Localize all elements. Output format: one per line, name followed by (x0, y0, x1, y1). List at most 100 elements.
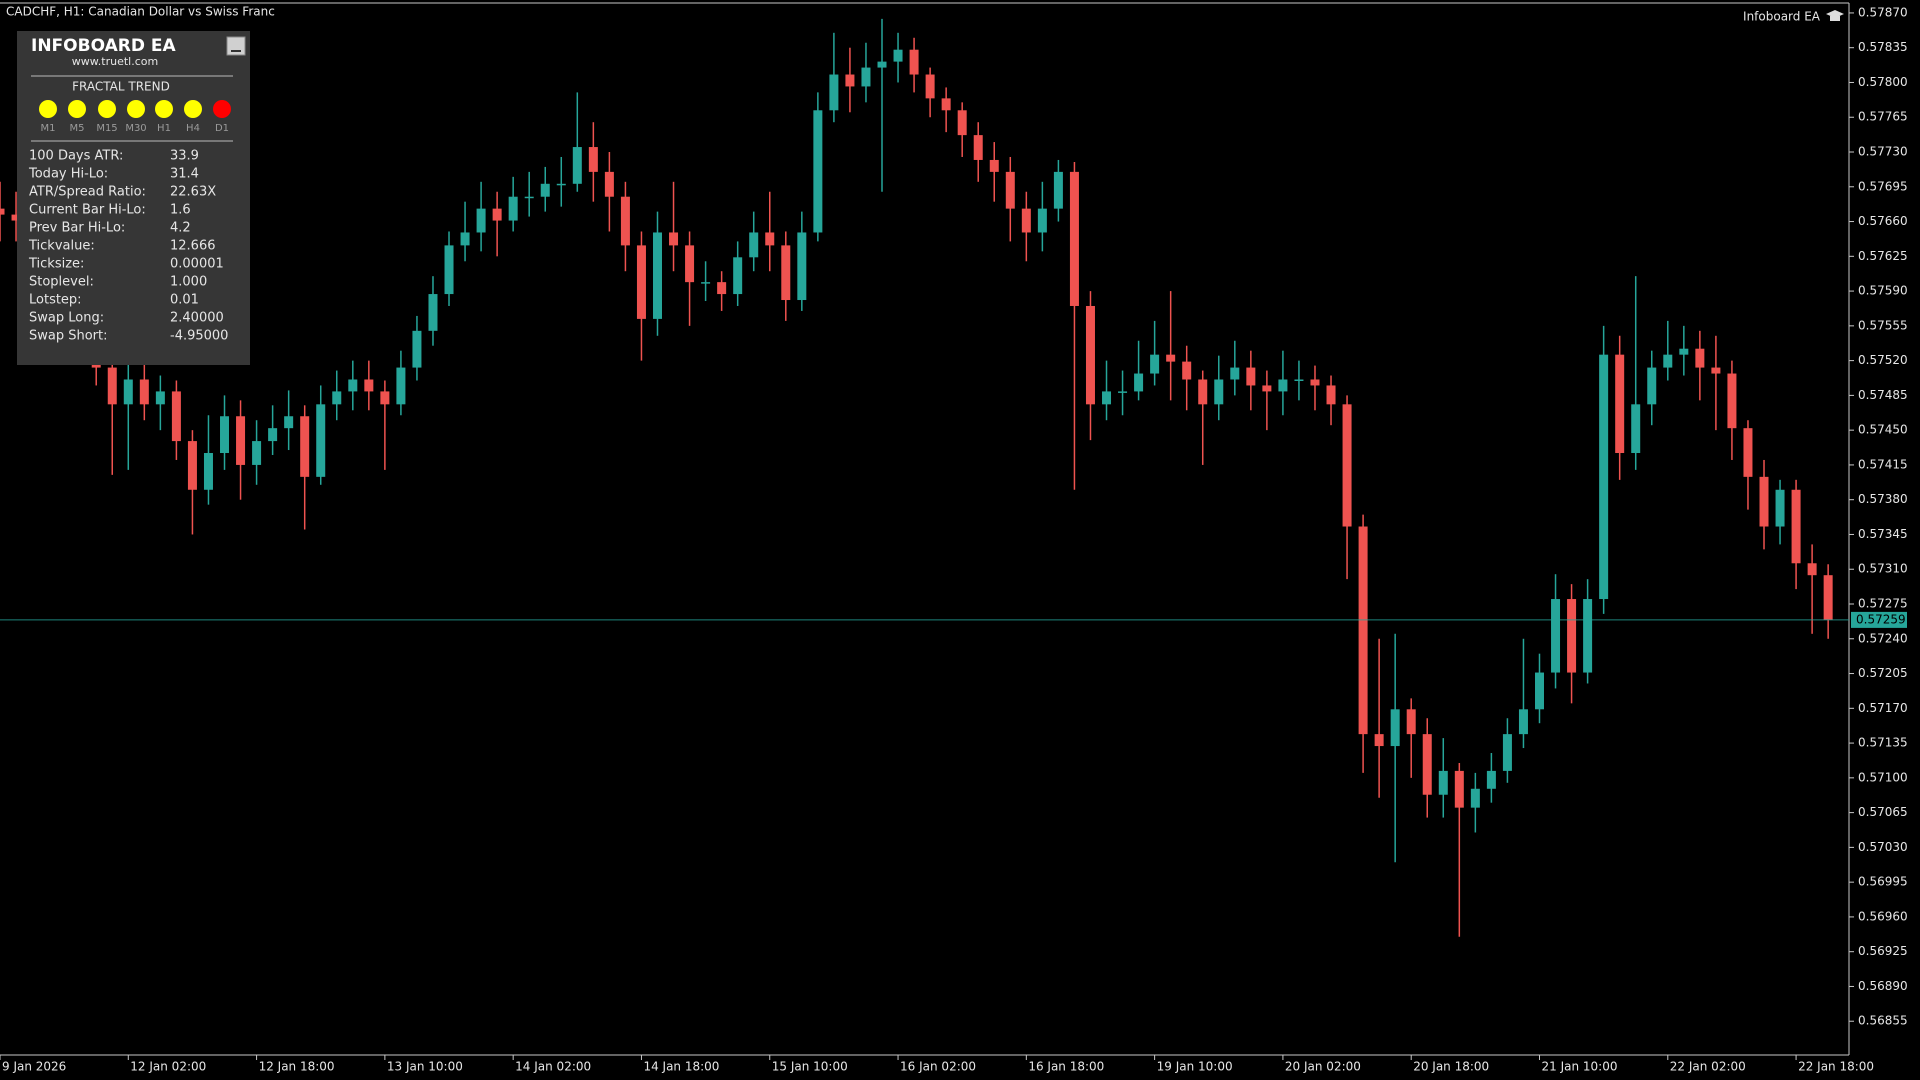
candle-body (236, 416, 246, 465)
indicator-label: Infoboard EA (1743, 10, 1821, 24)
info-value: 2.40000 (170, 311, 224, 326)
minimize-button[interactable] (226, 36, 246, 56)
candle-body (1567, 599, 1577, 673)
x-tick-label: 14 Jan 18:00 (643, 1060, 719, 1074)
info-label: Current Bar Hi-Lo: (29, 203, 146, 218)
y-tick-label: 0.57870 (1858, 5, 1908, 19)
candle-body (1342, 404, 1352, 527)
y-tick-label: 0.57100 (1858, 770, 1908, 784)
candle-body (139, 379, 149, 405)
info-value: 22.63X (170, 185, 216, 200)
candle-body (941, 98, 951, 111)
candle-body (1775, 489, 1785, 527)
x-tick-label: 19 Jan 10:00 (1157, 1060, 1233, 1074)
candle-body (1743, 428, 1753, 477)
candle-body (1615, 354, 1625, 454)
y-tick-label: 0.57310 (1858, 562, 1908, 576)
info-value: 0.00001 (170, 257, 224, 272)
info-label: Lotstep: (29, 293, 82, 308)
candle-body (556, 183, 566, 186)
info-value: 4.2 (170, 221, 191, 236)
candle-body (107, 367, 117, 405)
candle-body (11, 214, 21, 221)
candle-body (1695, 348, 1705, 368)
x-tick-label: 9 Jan 2026 (2, 1060, 66, 1074)
candle-body (1358, 526, 1368, 735)
y-tick-label: 0.56995 (1858, 875, 1908, 889)
trend-dot (98, 100, 116, 118)
x-tick-label: 13 Jan 10:00 (387, 1060, 463, 1074)
candle-body (685, 245, 695, 283)
trend-timeframe: H4 (186, 123, 200, 134)
x-tick-label: 20 Jan 02:00 (1285, 1060, 1361, 1074)
y-tick-label: 0.57835 (1858, 40, 1908, 54)
candle-body (460, 232, 470, 246)
candle-body (252, 441, 262, 465)
info-value: 0.01 (170, 293, 199, 308)
candle-body (508, 196, 518, 221)
candles (0, 18, 1833, 937)
candle-body (1166, 354, 1176, 362)
trend-dot (127, 100, 145, 118)
candle-body (620, 196, 630, 246)
candle-body (1551, 599, 1561, 673)
candle-body (1631, 404, 1641, 454)
candle-body (829, 74, 839, 111)
candle-body (588, 147, 598, 172)
candle-body (364, 379, 374, 392)
candle-body (1037, 208, 1047, 233)
y-tick-label: 0.57345 (1858, 527, 1908, 541)
candle-body (909, 49, 919, 75)
candle-body (1534, 672, 1544, 710)
candle-body (701, 282, 711, 284)
info-value: 33.9 (170, 149, 199, 164)
candle-body (652, 232, 662, 319)
candle-body (1438, 770, 1448, 795)
candle-body (636, 245, 646, 319)
bid-label-box (1851, 611, 1907, 628)
info-value: 12.666 (170, 239, 216, 254)
candle-body (1727, 373, 1737, 429)
candle-body (524, 196, 534, 199)
y-tick-label: 0.57065 (1858, 805, 1908, 819)
candle-body (380, 391, 390, 405)
candle-body (1134, 373, 1144, 392)
candle-body (187, 441, 197, 490)
candle-body (749, 232, 759, 258)
y-tick-label: 0.57415 (1858, 457, 1908, 471)
trend-dot (39, 100, 57, 118)
info-value: -4.95000 (170, 329, 228, 344)
candle-body (348, 379, 358, 392)
trend-timeframe: M15 (96, 123, 117, 134)
candle-body (1583, 599, 1593, 673)
y-tick-label: 0.56960 (1858, 909, 1908, 923)
candle-body (925, 74, 935, 99)
candle-body (1422, 734, 1432, 795)
x-tick-label: 12 Jan 18:00 (259, 1060, 335, 1074)
candle-body (1102, 391, 1112, 405)
info-value: 1.000 (170, 275, 207, 290)
candle-body (1759, 476, 1769, 527)
info-label: ATR/Spread Ratio: (29, 185, 146, 200)
trend-dot (155, 100, 173, 118)
candle-body (332, 391, 342, 405)
trend-dot (184, 100, 202, 118)
candle-body (1198, 379, 1208, 405)
info-label: Swap Long: (29, 311, 104, 326)
candle-body (1679, 348, 1689, 355)
y-tick-label: 0.56925 (1858, 944, 1908, 958)
candle-body (1711, 367, 1721, 374)
candle-body (155, 391, 165, 405)
candle-body (1390, 709, 1400, 747)
y-tick-label: 0.57590 (1858, 284, 1908, 298)
bid-label: 0.57259 (1856, 612, 1906, 626)
candle-body (717, 282, 727, 295)
candle-body (1326, 385, 1336, 405)
candle-body (1278, 379, 1288, 392)
candle-body (1502, 734, 1512, 771)
panel-url: www.truetl.com (72, 55, 158, 68)
candle-body (1021, 208, 1031, 233)
x-tick-label: 15 Jan 10:00 (772, 1060, 848, 1074)
candle-body (765, 232, 775, 246)
